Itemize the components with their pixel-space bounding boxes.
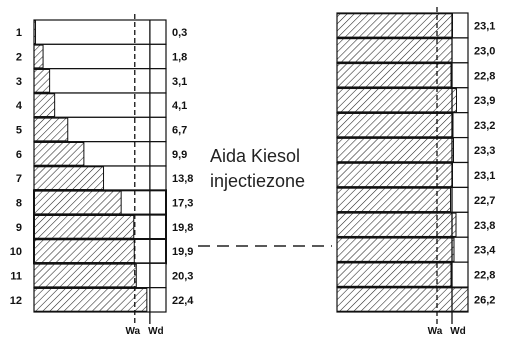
bar (34, 191, 121, 214)
category-label: 11 (10, 271, 22, 283)
bar (34, 240, 134, 263)
value-label: 26,2 (474, 295, 495, 307)
row-frame (34, 44, 166, 68)
value-label: 19,8 (172, 222, 193, 234)
wd-axis-label: Wd (450, 326, 466, 337)
category-label: 9 (16, 222, 22, 234)
value-label: 22,7 (474, 195, 495, 207)
value-label: 19,9 (172, 246, 193, 258)
value-label: 1,8 (172, 52, 187, 64)
bar (34, 167, 104, 190)
value-label: 23,3 (474, 145, 495, 157)
bar (34, 94, 55, 117)
category-label: 5 (16, 125, 22, 137)
wa-axis-label: Wa (428, 326, 443, 337)
value-label: 0,3 (172, 27, 187, 39)
category-label: 10 (10, 246, 22, 258)
value-label: 22,8 (474, 70, 495, 82)
value-label: 23,0 (474, 45, 495, 57)
bar (34, 142, 84, 165)
value-label: 22,4 (172, 295, 194, 307)
value-label: 13,8 (172, 173, 193, 185)
value-label: 17,3 (172, 198, 193, 210)
value-label: 20,3 (172, 271, 193, 283)
category-label: 8 (16, 198, 22, 210)
value-label: 23,8 (474, 220, 495, 232)
bar (34, 118, 68, 141)
annotation-line-1: Aida Kiesol (210, 146, 300, 166)
bar (337, 89, 457, 112)
bar (337, 113, 453, 136)
value-label: 23,2 (474, 120, 495, 132)
category-label: 6 (16, 149, 22, 161)
bar (337, 163, 453, 186)
wd-axis-label: Wd (148, 326, 164, 337)
bar (34, 288, 147, 311)
value-label: 23,4 (474, 245, 496, 257)
bar (337, 288, 468, 311)
value-label: 23,1 (474, 170, 495, 182)
value-label: 23,9 (474, 95, 495, 107)
value-label: 9,9 (172, 149, 187, 161)
category-label: 12 (10, 295, 22, 307)
category-label: 2 (16, 52, 22, 64)
bar (337, 188, 451, 211)
bar (337, 64, 451, 87)
bar (34, 45, 43, 68)
bar (337, 263, 451, 286)
value-label: 3,1 (172, 76, 187, 88)
category-label: 7 (16, 173, 22, 185)
right-bar-chart: 23,1 23,0 22,8 23,9 23,2 23,3 23,1 22,7 23,8 23,4… (337, 7, 496, 337)
bar (34, 69, 50, 92)
value-label: 23,1 (474, 20, 495, 32)
row-frame (34, 20, 166, 44)
row-frame (34, 69, 166, 93)
bar (337, 138, 454, 161)
left-bar-chart: 1 0,3 2 1,8 3 3,1 4 4,1 5 6,7 6 9,9 7 13,8 8 17,3 9 19,8 1… (10, 14, 195, 337)
wa-axis-label: Wa (125, 326, 140, 337)
bar (337, 39, 452, 62)
value-label: 22,8 (474, 270, 495, 282)
bar (337, 14, 453, 37)
bar (34, 215, 134, 238)
annotation-line-2: injectiezone (210, 171, 305, 191)
value-label: 6,7 (172, 125, 187, 137)
bar (34, 264, 136, 287)
category-label: 1 (16, 27, 22, 39)
category-label: 4 (16, 100, 23, 112)
category-label: 3 (16, 76, 22, 88)
bar (337, 213, 456, 236)
bar (34, 21, 36, 44)
value-label: 4,1 (172, 100, 187, 112)
